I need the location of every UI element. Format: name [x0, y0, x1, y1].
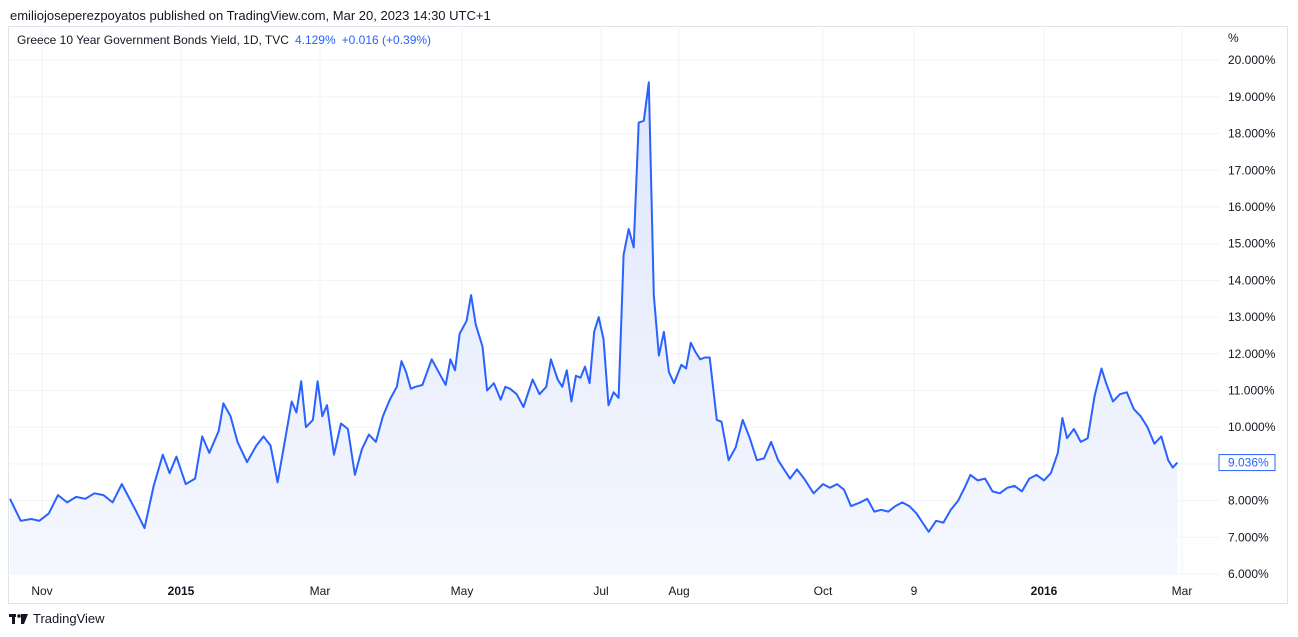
last-value: 4.129% — [294, 33, 336, 47]
x-tick-label: Jul — [593, 584, 608, 598]
x-tick-label: 2016 — [1031, 584, 1058, 598]
y-tick-label: 12.000% — [1228, 347, 1276, 361]
x-axis: Nov 2015 Mar May Jul Aug Oct 9 2016 Mar — [31, 584, 1192, 598]
x-tick-label: Mar — [310, 584, 331, 598]
y-tick-label: 15.000% — [1228, 237, 1276, 251]
price-change: +0.016 (+0.39%) — [341, 33, 432, 47]
y-tick-label: 7.000% — [1228, 530, 1269, 544]
area-fill — [10, 82, 1178, 574]
published-by-text: emiliojoseperezpoyatos published on Trad… — [10, 8, 491, 23]
y-tick-label: 14.000% — [1228, 273, 1276, 287]
y-tick-label: 20.000% — [1228, 53, 1276, 67]
x-tick-label: Aug — [668, 584, 689, 598]
chart-legend[interactable]: Greece 10 Year Government Bonds Yield, 1… — [17, 33, 431, 47]
x-tick-label: 2015 — [168, 584, 195, 598]
last-value-badge: 9.036% — [1218, 454, 1276, 472]
brand-label: TradingView — [33, 611, 105, 626]
chart-frame — [8, 26, 1288, 604]
yield-line[interactable] — [9, 81, 1179, 533]
y-tick-label: 19.000% — [1228, 90, 1276, 104]
x-tick-label: Oct — [814, 584, 833, 598]
x-tick-label: 9 — [911, 584, 918, 598]
y-tick-label: 8.000% — [1228, 494, 1269, 508]
symbol-title: Greece 10 Year Government Bonds Yield, 1… — [17, 33, 289, 47]
last-value-label: 9.036% — [1228, 456, 1269, 470]
x-tick-label: May — [451, 584, 474, 598]
y-tick-label: 13.000% — [1228, 310, 1276, 324]
y-axis: 6.000%7.000%8.000%9.000%10.000%11.000%12… — [1228, 31, 1276, 581]
y-tick-label: 6.000% — [1228, 567, 1269, 581]
y-unit-label: % — [1228, 31, 1239, 45]
area-fill-path — [10, 82, 1178, 574]
y-tick-label: 10.000% — [1228, 420, 1276, 434]
x-tick-label: Nov — [31, 584, 52, 598]
footer-brand[interactable]: TradingView — [9, 611, 105, 626]
y-tick-label: 16.000% — [1228, 200, 1276, 214]
tradingview-logo-icon — [9, 613, 28, 624]
last-value-box — [1218, 454, 1276, 472]
series-line — [9, 81, 1179, 533]
y-tick-label: 18.000% — [1228, 127, 1276, 141]
y-tick-label: 17.000% — [1228, 163, 1276, 177]
x-tick-label: Mar — [1172, 584, 1193, 598]
y-tick-label: 11.000% — [1228, 384, 1275, 398]
